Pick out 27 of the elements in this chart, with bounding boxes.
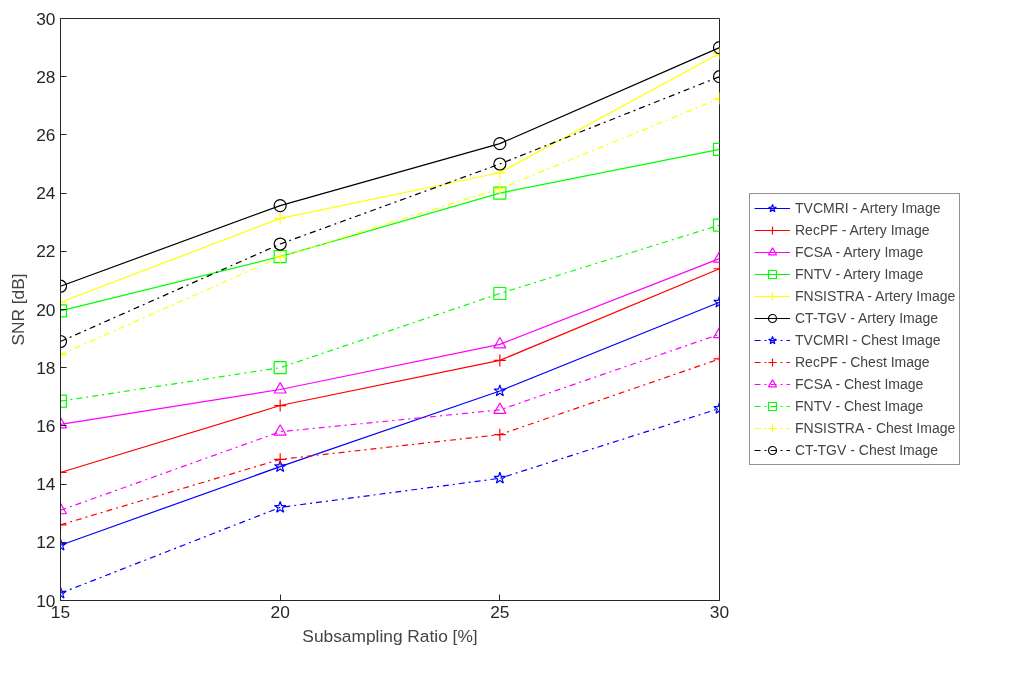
- legend-label: FNSISTRA - Chest Image: [795, 420, 956, 436]
- legend-label: FNSISTRA - Artery Image: [795, 288, 956, 304]
- y-tick-label: 28: [36, 66, 56, 87]
- x-tick-label: 20: [270, 601, 290, 622]
- y-tick-label: 20: [36, 299, 56, 320]
- x-tick-label: 25: [490, 601, 510, 622]
- y-tick-label: 24: [36, 183, 56, 204]
- legend-label: FNTV - Chest Image: [795, 398, 924, 414]
- y-tick-label: 30: [36, 8, 56, 29]
- y-tick-label: 16: [36, 415, 56, 436]
- legend-label: TVCMRI - Chest Image: [795, 332, 941, 348]
- legend-label: RecPF - Chest Image: [795, 354, 930, 370]
- legend-label: RecPF - Artery Image: [795, 222, 930, 238]
- y-tick-label: 26: [36, 124, 56, 145]
- legend-label: CT-TGV - Chest Image: [795, 442, 939, 458]
- x-tick-label: 30: [709, 601, 730, 622]
- y-tick-label: 18: [36, 357, 56, 378]
- y-tick-label: 14: [36, 474, 56, 495]
- y-tick-label: 12: [36, 532, 56, 553]
- legend-label: FCSA - Chest Image: [795, 376, 924, 392]
- legend-label: FNTV - Artery Image: [795, 266, 924, 282]
- legend-label: FCSA - Artery Image: [795, 244, 924, 260]
- legend-label: CT-TGV - Artery Image: [795, 310, 939, 326]
- y-axis-title: SNR [dB]: [8, 273, 29, 346]
- x-axis-title: Subsampling Ratio [%]: [302, 625, 478, 646]
- legend-label: TVCMRI - Artery Image: [795, 200, 941, 216]
- y-tick-label: 22: [36, 241, 56, 262]
